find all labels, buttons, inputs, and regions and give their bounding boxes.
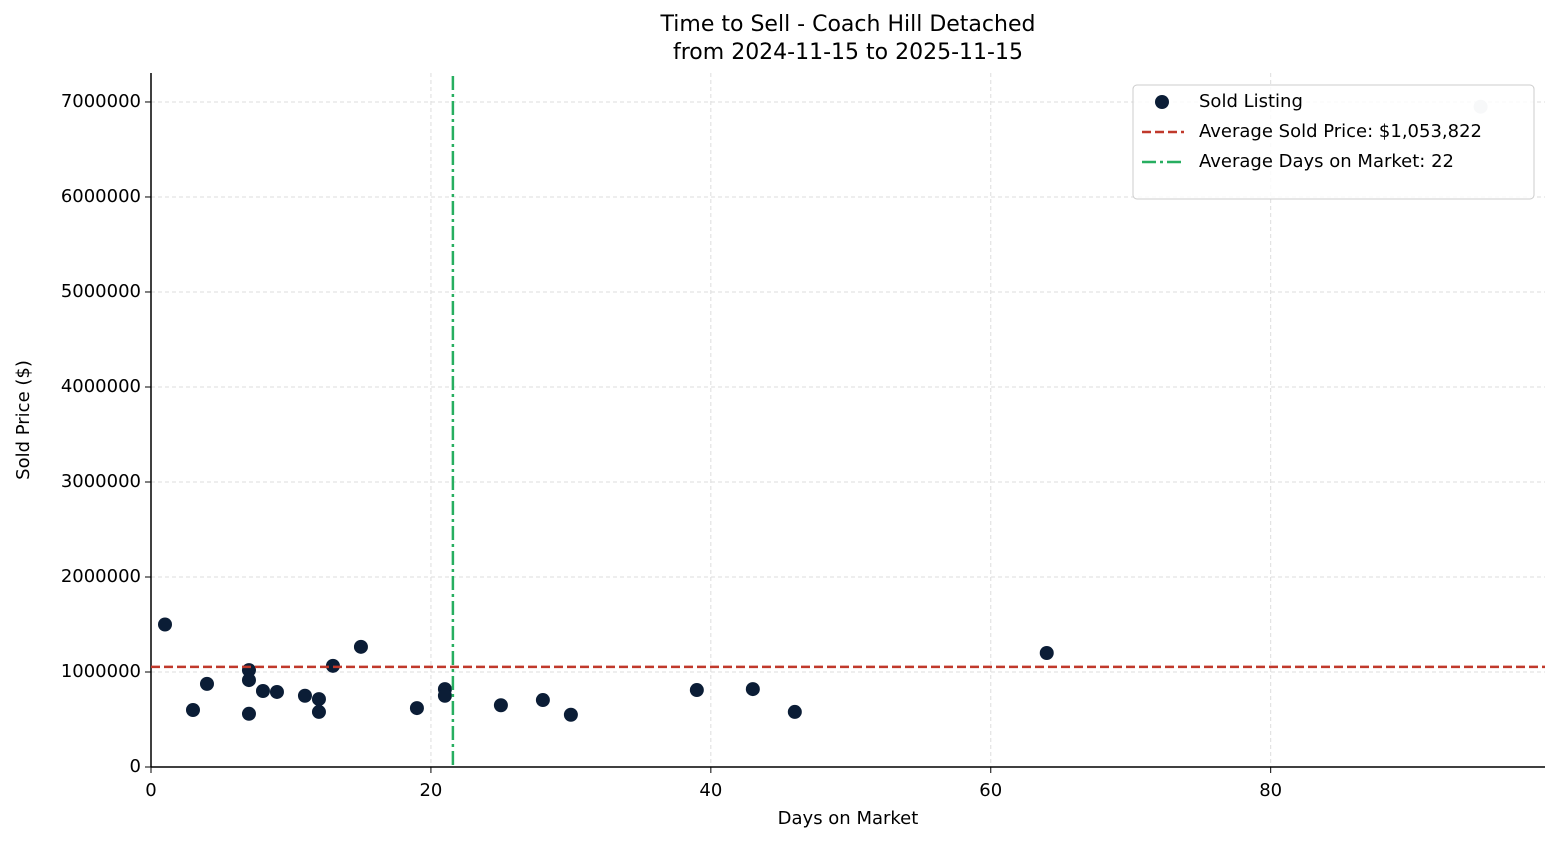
point: [493, 698, 508, 713]
y-tick-label: 5000000: [61, 281, 141, 302]
x-tick-label: 80: [1259, 780, 1282, 801]
legend-label: Sold Listing: [1199, 91, 1303, 112]
y-tick-label: 7000000: [61, 91, 141, 112]
chart-subtitle: from 2024-11-15 to 2025-11-15: [673, 40, 1023, 65]
point: [787, 704, 802, 719]
point: [311, 692, 326, 707]
legend-label: Average Days on Market: 22: [1199, 151, 1454, 172]
y-tick-label: 3000000: [61, 471, 141, 492]
y-tick-label: 1000000: [61, 661, 141, 682]
legend-marker: [1155, 95, 1169, 109]
point: [185, 702, 200, 717]
point: [199, 676, 214, 691]
point: [437, 688, 452, 703]
point: [353, 639, 368, 654]
point: [297, 688, 312, 703]
y-axis-label: Sold Price ($): [13, 360, 34, 480]
point: [409, 701, 424, 716]
y-tick-label: 6000000: [61, 186, 141, 207]
point: [689, 683, 704, 698]
point: [311, 704, 326, 719]
x-tick-label: 60: [979, 780, 1002, 801]
point: [563, 707, 578, 722]
x-tick-label: 40: [699, 780, 722, 801]
point: [535, 693, 550, 708]
point: [255, 683, 270, 698]
point: [325, 658, 340, 673]
point: [241, 673, 256, 688]
legend-box: [1132, 84, 1535, 200]
point: [241, 706, 256, 721]
point: [1039, 645, 1054, 660]
y-tick-label: 4000000: [61, 376, 141, 397]
point: [745, 682, 760, 697]
x-tick-label: 20: [419, 780, 442, 801]
chart-title: Time to Sell - Coach Hill Detached: [660, 12, 1036, 37]
y-tick-label: 0: [130, 756, 141, 777]
x-axis-label: Days on Market: [778, 808, 919, 829]
y-tick-label: 2000000: [61, 566, 141, 587]
point: [269, 684, 284, 699]
point: [157, 617, 172, 632]
legend-label: Average Sold Price: $1,053,822: [1199, 121, 1482, 142]
x-tick-label: 0: [145, 780, 156, 801]
